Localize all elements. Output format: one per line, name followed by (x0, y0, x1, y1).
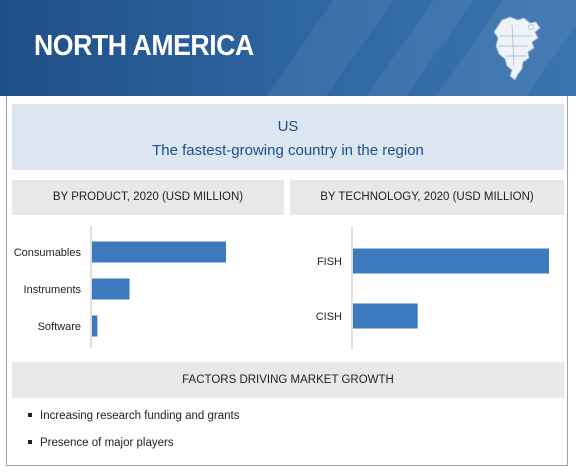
product-chart: Consumables Instruments Software (12, 218, 284, 358)
bullet-icon (28, 412, 32, 417)
factor-item-text: Increasing research funding and grants (40, 410, 240, 422)
category-label: Instruments (24, 284, 82, 296)
technology-chart-svg: FISH CISH (316, 226, 549, 350)
category-label: Software (38, 321, 81, 333)
bar-instruments (92, 278, 130, 300)
bar-software (92, 315, 98, 337)
highlight-subtitle: The fastest-growing country in the regio… (152, 142, 424, 159)
factor-item: Presence of major players (28, 437, 174, 449)
factors-title: FACTORS DRIVING MARKET GROWTH (12, 362, 564, 398)
technology-panel-title: BY TECHNOLOGY, 2020 (USD MILLION) (290, 180, 564, 215)
highlight-country: US (277, 118, 299, 135)
category-label: FISH (317, 256, 342, 268)
bar-cish (353, 303, 418, 329)
product-panel-title: BY PRODUCT, 2020 (USD MILLION) (12, 180, 284, 215)
category-label: CISH (316, 311, 342, 323)
technology-chart: FISH CISH (290, 218, 564, 358)
bar-fish (353, 248, 549, 274)
category-label: Consumables (14, 247, 82, 259)
region-title: NORTH AMERICA (34, 30, 254, 62)
north-america-map-icon (493, 16, 541, 81)
bar-consumables (92, 241, 226, 263)
factor-item: Increasing research funding and grants (28, 410, 239, 422)
factor-item-text: Presence of major players (40, 437, 174, 449)
highlight-box: US The fastest-growing country in the re… (12, 104, 564, 170)
header-banner: NORTH AMERICA (0, 0, 576, 96)
product-chart-svg: Consumables Instruments Software (14, 226, 226, 348)
bullet-icon (28, 439, 32, 444)
